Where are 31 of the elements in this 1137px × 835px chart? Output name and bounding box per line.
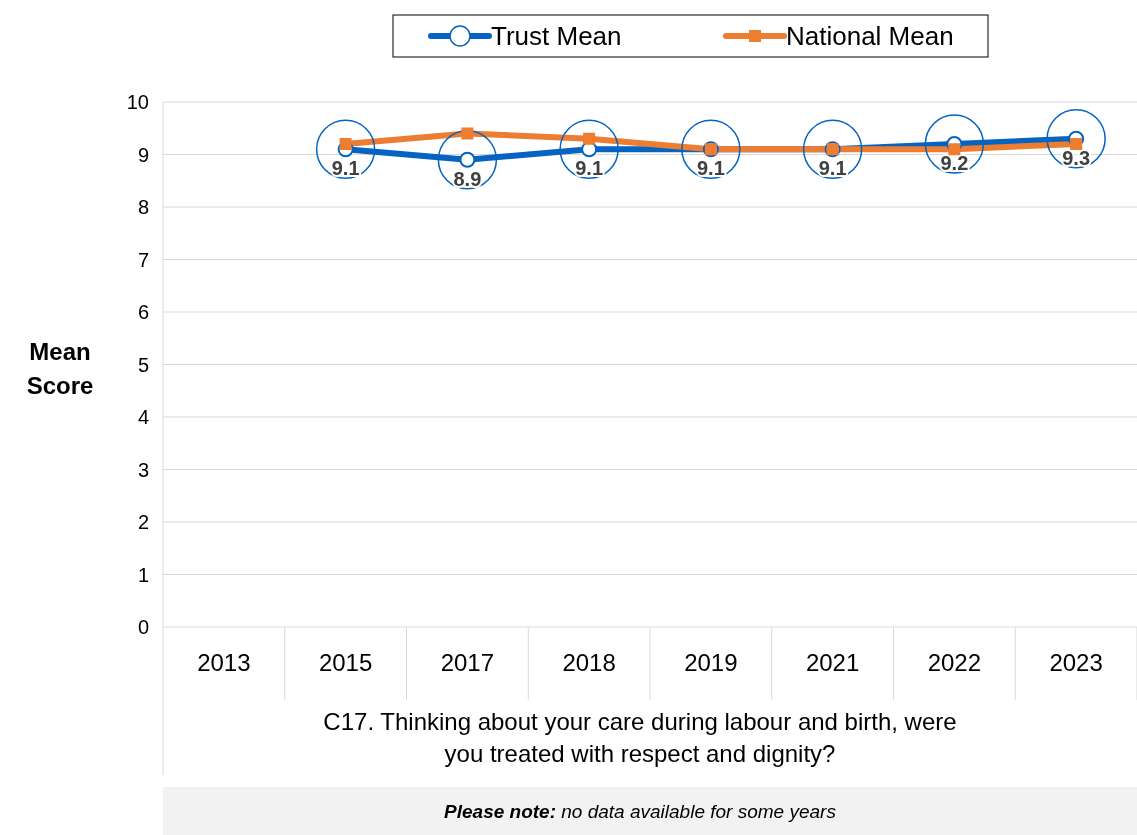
x-tick-label: 2021 xyxy=(805,649,860,677)
y-tick-label: 3 xyxy=(137,458,149,481)
data-label: 9.1 xyxy=(331,157,360,180)
x-tick-label: 2013 xyxy=(197,649,251,677)
y-tick-label: 10 xyxy=(126,91,149,113)
y-axis-title: Mean Score xyxy=(26,338,94,399)
text: Please note: no data available for some years xyxy=(444,800,837,822)
y-tick-label: 0 xyxy=(137,616,149,638)
x-tick-label: 2018 xyxy=(562,649,616,677)
data-label: 9.2 xyxy=(940,152,969,174)
y-tick-label: 6 xyxy=(137,301,149,323)
legend-label: National Mean xyxy=(786,21,954,52)
y-tick-label: 7 xyxy=(137,248,149,271)
legend-label: Trust Mean xyxy=(491,21,622,52)
data-label: 9.1 xyxy=(575,157,604,180)
y-tick-label: 1 xyxy=(137,563,149,586)
x-tick-label: 2019 xyxy=(684,649,738,677)
y-tick-label: 8 xyxy=(137,196,149,218)
x-tick-label: 2015 xyxy=(318,649,373,677)
x-tick-label: 2022 xyxy=(927,649,982,677)
data-label: 9.3 xyxy=(1062,146,1091,169)
y-tick-label: 4 xyxy=(137,406,149,428)
x-tick-label: 2023 xyxy=(1049,649,1103,677)
x-tick-label: 2017 xyxy=(440,649,495,677)
data-label: 9.1 xyxy=(696,157,725,180)
data-label: 9.1 xyxy=(818,157,847,180)
data-label: 8.9 xyxy=(453,167,482,190)
x-axis-title: C17. Thinking about your care during labour and birth, were you treated with respect and dignity? xyxy=(323,708,957,767)
y-tick-label: 5 xyxy=(137,353,149,376)
y-tick-label: 2 xyxy=(137,511,149,533)
y-tick-label: 9 xyxy=(137,143,149,166)
